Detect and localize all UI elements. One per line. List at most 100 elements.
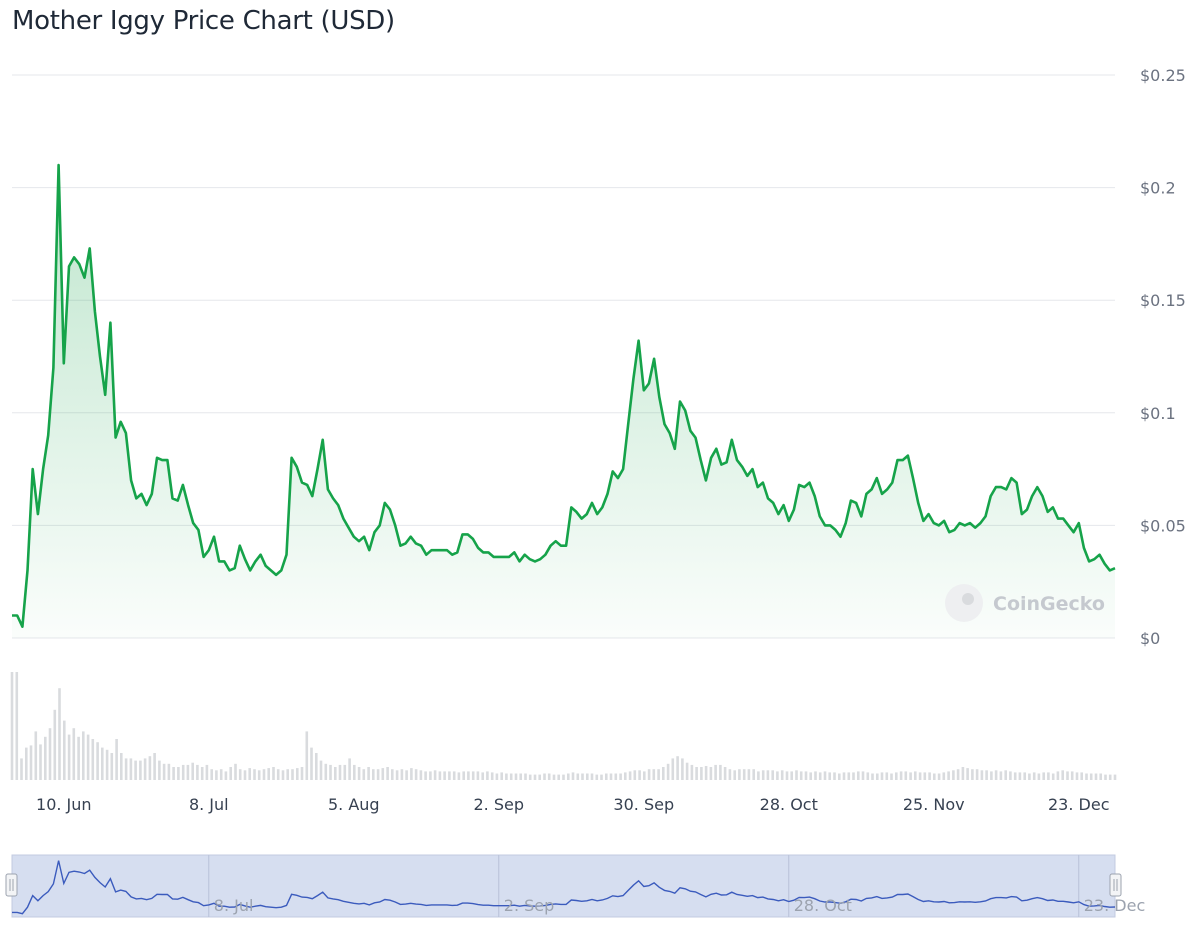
volume-bar <box>681 758 684 780</box>
volume-bar <box>53 709 57 780</box>
volume-bar <box>1056 771 1060 780</box>
volume-bar <box>281 770 285 780</box>
volume-bar <box>695 767 698 780</box>
volume-bar <box>985 770 988 780</box>
volume-bar <box>628 771 632 780</box>
volume-bar <box>766 770 770 780</box>
navigator-handle-right[interactable] <box>1109 873 1122 897</box>
volume-bar <box>210 769 213 780</box>
volume-bar <box>224 771 228 780</box>
volume-bar <box>590 773 594 780</box>
volume-bar <box>776 771 779 780</box>
y-tick-label: $0 <box>1140 629 1160 648</box>
volume-bar <box>1094 773 1098 780</box>
volume-bar <box>923 772 927 780</box>
volume-bar <box>63 720 66 780</box>
volume-bar <box>1009 771 1012 780</box>
volume-bar <box>567 773 570 780</box>
volume-bar <box>852 772 855 780</box>
range-navigator[interactable]: 8. Jul 2. Sep 28. Oct 23. Dec <box>5 854 1146 918</box>
price-area <box>12 165 1115 638</box>
volume-bar <box>685 762 689 780</box>
volume-bar <box>1013 772 1017 780</box>
volume-bar <box>343 764 347 780</box>
x-tick-label: 10. Jun <box>36 795 92 814</box>
volume-bar <box>253 769 256 780</box>
volume-bar <box>666 763 670 780</box>
volume-bar <box>994 770 998 780</box>
volume-bar <box>471 771 475 780</box>
volume-bar <box>72 728 76 780</box>
volume-bar <box>20 758 23 780</box>
watermark-text: CoinGecko <box>993 593 1105 615</box>
volume-bar <box>581 773 584 780</box>
volume-bar <box>200 767 204 780</box>
volume-bar <box>733 770 736 780</box>
volume-bar <box>381 768 385 780</box>
volume-bar <box>533 774 537 780</box>
volume-bar <box>895 772 898 780</box>
volume-bar <box>804 771 808 780</box>
volume-bar <box>980 770 984 780</box>
volume-bar <box>467 771 470 780</box>
volume-bar <box>91 739 95 780</box>
navigator-selection[interactable] <box>11 854 1116 918</box>
volume-bar <box>999 771 1003 780</box>
x-tick-label: 28. Oct <box>760 795 818 814</box>
navigator-handle-left[interactable] <box>5 873 18 897</box>
volume-bar <box>619 773 622 780</box>
navigator-tick-label: 23. Dec <box>1084 896 1146 915</box>
volume-bar <box>120 753 123 780</box>
volume-bar <box>215 770 218 780</box>
volume-bar <box>238 769 242 780</box>
volume-bar <box>909 772 912 780</box>
volume-bar <box>576 773 580 780</box>
volume-bar <box>476 771 480 780</box>
volume-bar <box>296 768 299 780</box>
volume-bar <box>1018 772 1022 780</box>
volume-bar <box>262 769 266 780</box>
volume-bars <box>10 672 1117 780</box>
volume-bar <box>966 768 969 780</box>
volume-bar <box>376 769 380 780</box>
volume-bar <box>828 772 831 780</box>
volume-bar <box>101 747 104 780</box>
volume-bar <box>481 772 484 780</box>
volume-bar <box>410 768 413 780</box>
page-title: Mother Iggy Price Chart (USD) <box>12 6 395 36</box>
volume-bar <box>486 771 489 780</box>
volume-bar <box>395 770 399 780</box>
volume-bar <box>191 762 194 780</box>
volume-bar <box>818 772 822 780</box>
volume-bar <box>505 773 508 780</box>
volume-bar <box>414 769 418 780</box>
volume-bar <box>586 773 589 780</box>
x-tick-label: 25. Nov <box>903 795 965 814</box>
volume-bar <box>243 770 247 780</box>
volume-bar <box>1075 772 1079 780</box>
volume-bar <box>1037 773 1041 780</box>
volume-bar <box>652 769 656 780</box>
volume-bar <box>272 767 275 780</box>
volume-bar <box>139 760 142 780</box>
volume-bar <box>500 772 503 780</box>
volume-bar <box>1113 774 1117 780</box>
volume-bar <box>704 766 708 780</box>
volume-bar <box>448 771 451 780</box>
volume-bar <box>633 770 637 780</box>
volume-bar <box>956 769 960 780</box>
volume-bar <box>1070 771 1074 780</box>
x-tick-label: 8. Jul <box>189 795 229 814</box>
volume-bar <box>172 767 175 780</box>
volume-bar <box>509 773 513 780</box>
volume-bar <box>600 774 603 780</box>
volume-bar <box>700 767 703 780</box>
volume-bar <box>971 769 974 780</box>
volume-bar <box>267 768 270 780</box>
volume-bar <box>134 760 137 780</box>
price-line <box>12 163 1116 628</box>
volume-bar <box>400 769 404 780</box>
volume-bar <box>305 731 309 780</box>
volume-bar <box>638 770 641 780</box>
